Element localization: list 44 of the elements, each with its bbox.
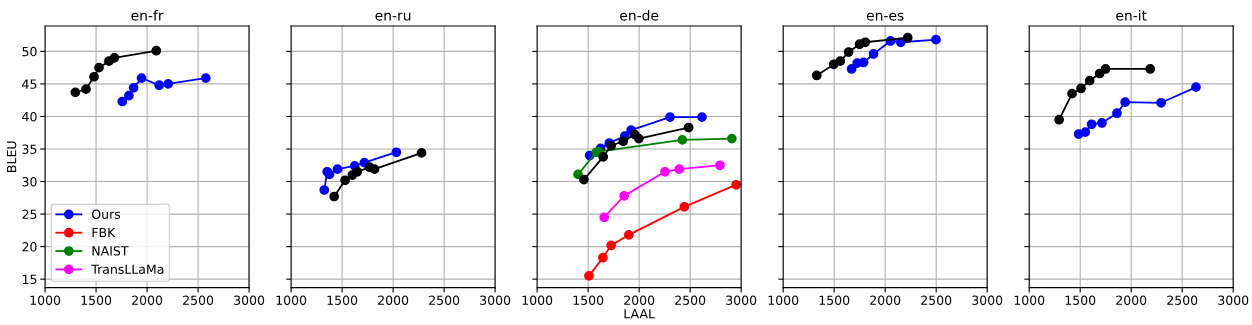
y-tick-label: 15 <box>22 274 37 285</box>
x-tick-label: 1500 <box>327 295 358 305</box>
x-tick-label: 1000 <box>522 295 553 305</box>
chart-title: en-it <box>1116 9 1147 21</box>
x-tick-label: 3000 <box>1218 295 1249 305</box>
x-tick-label: 3000 <box>234 295 265 305</box>
chart-title: en-ru <box>375 12 411 21</box>
x-tick-label: 2000 <box>870 295 901 305</box>
x-tick-label: 3000 <box>480 295 511 305</box>
chart-title: en-es <box>866 12 904 21</box>
x-tick-label: 1000 <box>1014 295 1045 305</box>
x-tick-label: 3000 <box>972 295 1003 305</box>
legend-label: TransLLaMa <box>91 264 164 274</box>
legend-label: NAIST <box>92 246 129 256</box>
y-axis-title: BLEU <box>7 141 17 172</box>
legend-label: Ours <box>92 209 121 219</box>
y-tick-label: 20 <box>22 242 37 252</box>
x-tick-label: 2000 <box>624 295 655 305</box>
x-tick-label: 2000 <box>378 295 409 305</box>
y-tick-label: 50 <box>22 46 37 57</box>
y-tick-label: 45 <box>22 79 37 89</box>
x-tick-label: 1000 <box>276 295 307 305</box>
x-tick-label: 1500 <box>1065 295 1096 305</box>
x-tick-label: 1500 <box>81 295 112 305</box>
x-tick-label: 1500 <box>819 295 850 305</box>
x-tick-label: 2500 <box>1167 295 1198 305</box>
y-tick-label: 25 <box>22 209 37 220</box>
chart-title: en-fr <box>131 9 164 21</box>
y-tick-label: 30 <box>22 177 37 187</box>
y-tick-label: 40 <box>22 111 37 122</box>
x-axis-title: LAAL <box>624 309 655 319</box>
chart-title: en-de <box>620 9 659 21</box>
x-tick-label: 1000 <box>768 295 799 305</box>
y-tick-label: 35 <box>22 144 37 154</box>
legend-label: FBK <box>92 227 116 238</box>
x-tick-label: 2500 <box>675 295 706 305</box>
x-tick-label: 2000 <box>132 295 163 305</box>
x-tick-label: 1000 <box>30 295 61 305</box>
x-tick-label: 3000 <box>726 295 757 305</box>
x-tick-label: 2500 <box>183 295 214 305</box>
x-tick-label: 2000 <box>1116 295 1147 305</box>
x-tick-label: 2500 <box>921 295 952 305</box>
x-tick-label: 1500 <box>573 295 604 305</box>
x-tick-label: 2500 <box>429 295 460 305</box>
